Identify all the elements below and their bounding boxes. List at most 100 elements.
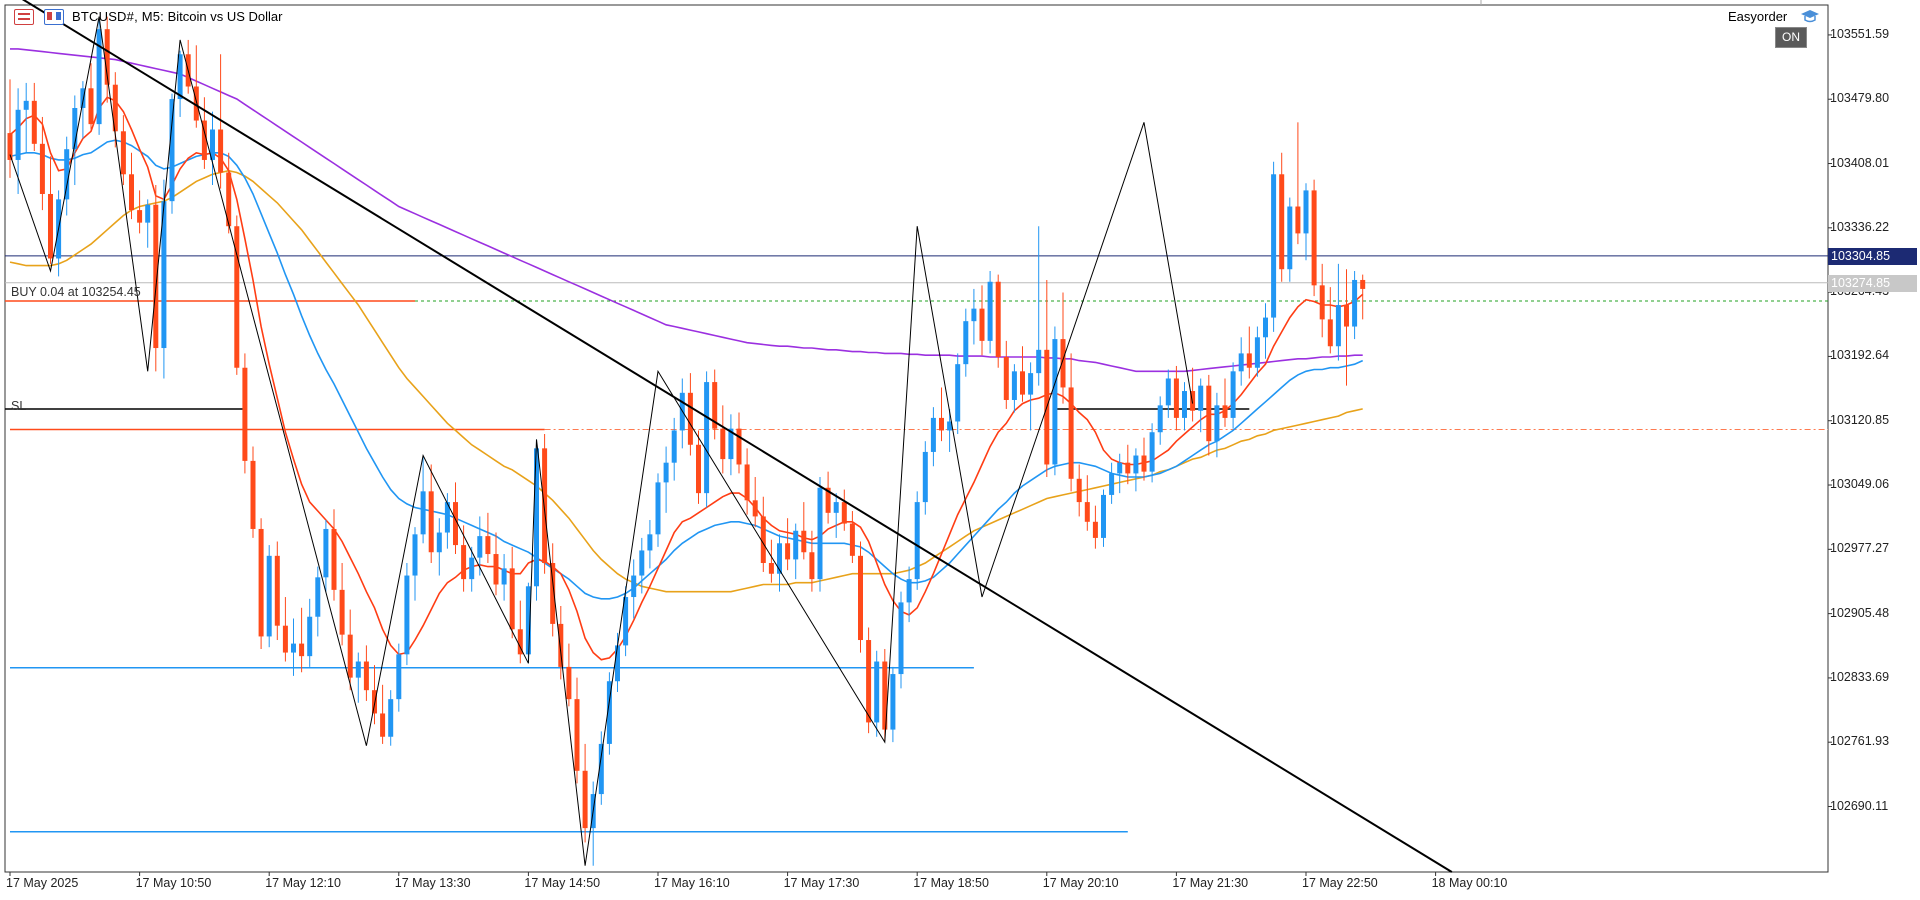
- candle-28: [234, 215, 240, 375]
- candle-body: [890, 674, 896, 730]
- candle-body: [1263, 317, 1268, 338]
- y-tick-label: 103120.85: [1830, 412, 1890, 427]
- candle-48: [396, 643, 402, 712]
- candle-body: [501, 568, 507, 585]
- candle-136: [1109, 462, 1115, 504]
- candle-9: [80, 81, 86, 139]
- candle-82: [671, 417, 677, 481]
- ma-slow-line: [9, 169, 1363, 593]
- candle-body: [1068, 387, 1074, 479]
- buy-order-label[interactable]: BUY 0.04 at 103254.45: [11, 285, 141, 300]
- candle-27: [226, 152, 232, 234]
- candle-145: [1182, 382, 1187, 431]
- candle-body: [161, 201, 167, 349]
- candle-body: [906, 579, 912, 603]
- candle-body: [687, 392, 693, 445]
- candle-body: [307, 616, 313, 657]
- candle-body: [1173, 378, 1179, 418]
- autotrading-on-badge[interactable]: ON: [1775, 27, 1807, 48]
- candle-12: [104, 16, 110, 103]
- candle-body: [396, 654, 402, 700]
- candle-body: [1319, 285, 1325, 320]
- candle-14: [120, 115, 126, 186]
- candle-85: [696, 430, 701, 504]
- candle-135: [1101, 489, 1106, 547]
- candle-body: [96, 29, 102, 125]
- candle-body: [558, 623, 564, 667]
- candle-142: [1157, 396, 1163, 445]
- candle-22: [185, 39, 191, 94]
- candle-body: [849, 523, 855, 556]
- candle-body: [1222, 405, 1228, 418]
- candle-body: [461, 545, 467, 580]
- candle-body: [930, 417, 936, 452]
- candle-body: [1076, 478, 1082, 503]
- x-tick-label: 17 May 14:50: [524, 876, 601, 890]
- x-tick-label: 17 May 20:10: [1042, 876, 1119, 890]
- candle-body: [1295, 206, 1301, 234]
- candle-20: [169, 93, 175, 214]
- candle-body: [995, 281, 1001, 357]
- y-tick-label: 102977.27: [1830, 541, 1890, 556]
- candle-body: [1133, 455, 1139, 474]
- bid-price-tag: 103304.85: [1828, 247, 1917, 265]
- candle-body: [266, 555, 272, 637]
- candle-body: [542, 448, 548, 563]
- chart-menu-icon[interactable]: [14, 9, 34, 25]
- candle-body: [1335, 305, 1341, 347]
- candle-69: [566, 643, 572, 707]
- candle-body: [858, 555, 863, 641]
- candle-body: [388, 699, 394, 737]
- candle-body: [120, 131, 126, 175]
- candle-167: [1360, 274, 1366, 320]
- candle-60: [493, 532, 499, 596]
- candle-body: [436, 532, 442, 553]
- candle-body: [1271, 174, 1277, 318]
- stop-loss-label[interactable]: SL: [11, 398, 27, 413]
- candle-body: [145, 204, 151, 223]
- candle-89: [728, 414, 734, 476]
- candle-body: [153, 204, 159, 349]
- candle-body: [72, 108, 78, 150]
- candle-130: [1060, 292, 1066, 404]
- candle-body: [1117, 462, 1123, 474]
- candle-91: [744, 448, 750, 515]
- candle-body: [355, 661, 361, 678]
- candle-body: [623, 597, 629, 646]
- candle-160: [1303, 183, 1309, 261]
- candle-112: [914, 491, 920, 590]
- y-tick-label: 102761.93: [1830, 734, 1890, 749]
- candle-body: [517, 629, 523, 655]
- candle-body: [979, 308, 985, 341]
- candle-body: [242, 367, 248, 461]
- graduation-cap-icon[interactable]: [1800, 9, 1820, 23]
- candle-body: [566, 666, 572, 700]
- candle-101: [825, 471, 831, 524]
- candle-body: [226, 172, 232, 227]
- candle-159: [1295, 122, 1301, 245]
- expert-name[interactable]: Easyorder: [1728, 9, 1788, 24]
- candle-74: [606, 672, 612, 755]
- x-tick-label: 17 May 17:30: [783, 876, 860, 890]
- y-tick-label: 103479.80: [1830, 91, 1890, 106]
- candle-body: [1303, 190, 1309, 234]
- candle-25: [210, 111, 215, 186]
- candle-166: [1352, 271, 1358, 340]
- candle-34: [282, 597, 288, 662]
- ask-price-tag: 103274.85: [1828, 274, 1917, 292]
- candle-19: [161, 179, 167, 379]
- candle-body: [1011, 371, 1017, 400]
- candle-body: [412, 534, 418, 576]
- candle-47: [388, 690, 394, 746]
- candle-body: [639, 550, 645, 576]
- y-tick-label: 103551.59: [1830, 26, 1890, 41]
- candle-29: [242, 353, 248, 474]
- chart-window-icon[interactable]: [44, 9, 64, 25]
- candle-40: [331, 509, 337, 601]
- candle-123: [1003, 340, 1009, 409]
- candle-3: [31, 82, 37, 151]
- candle-133: [1084, 475, 1090, 531]
- candle-93: [760, 496, 766, 572]
